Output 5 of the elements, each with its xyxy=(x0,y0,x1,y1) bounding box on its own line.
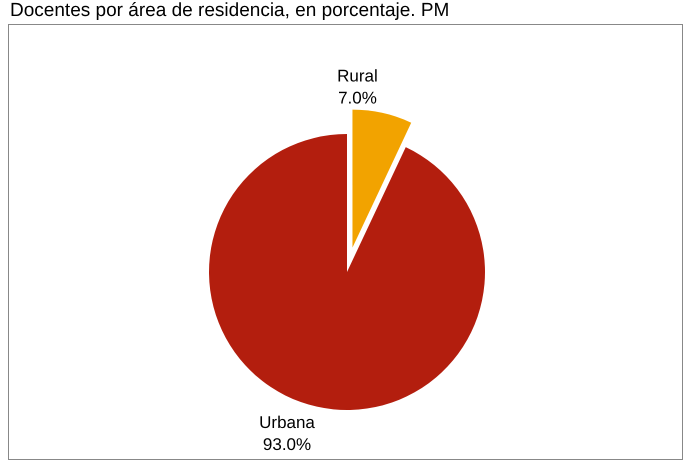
slice-label: Urbana xyxy=(259,413,316,432)
slice-label: Rural xyxy=(337,66,378,86)
data-label: 7.0% xyxy=(338,88,377,108)
chart-title: Docentes por área de residencia, en porcentaje. PM xyxy=(10,0,450,21)
data-label: 93.0% xyxy=(262,435,312,454)
